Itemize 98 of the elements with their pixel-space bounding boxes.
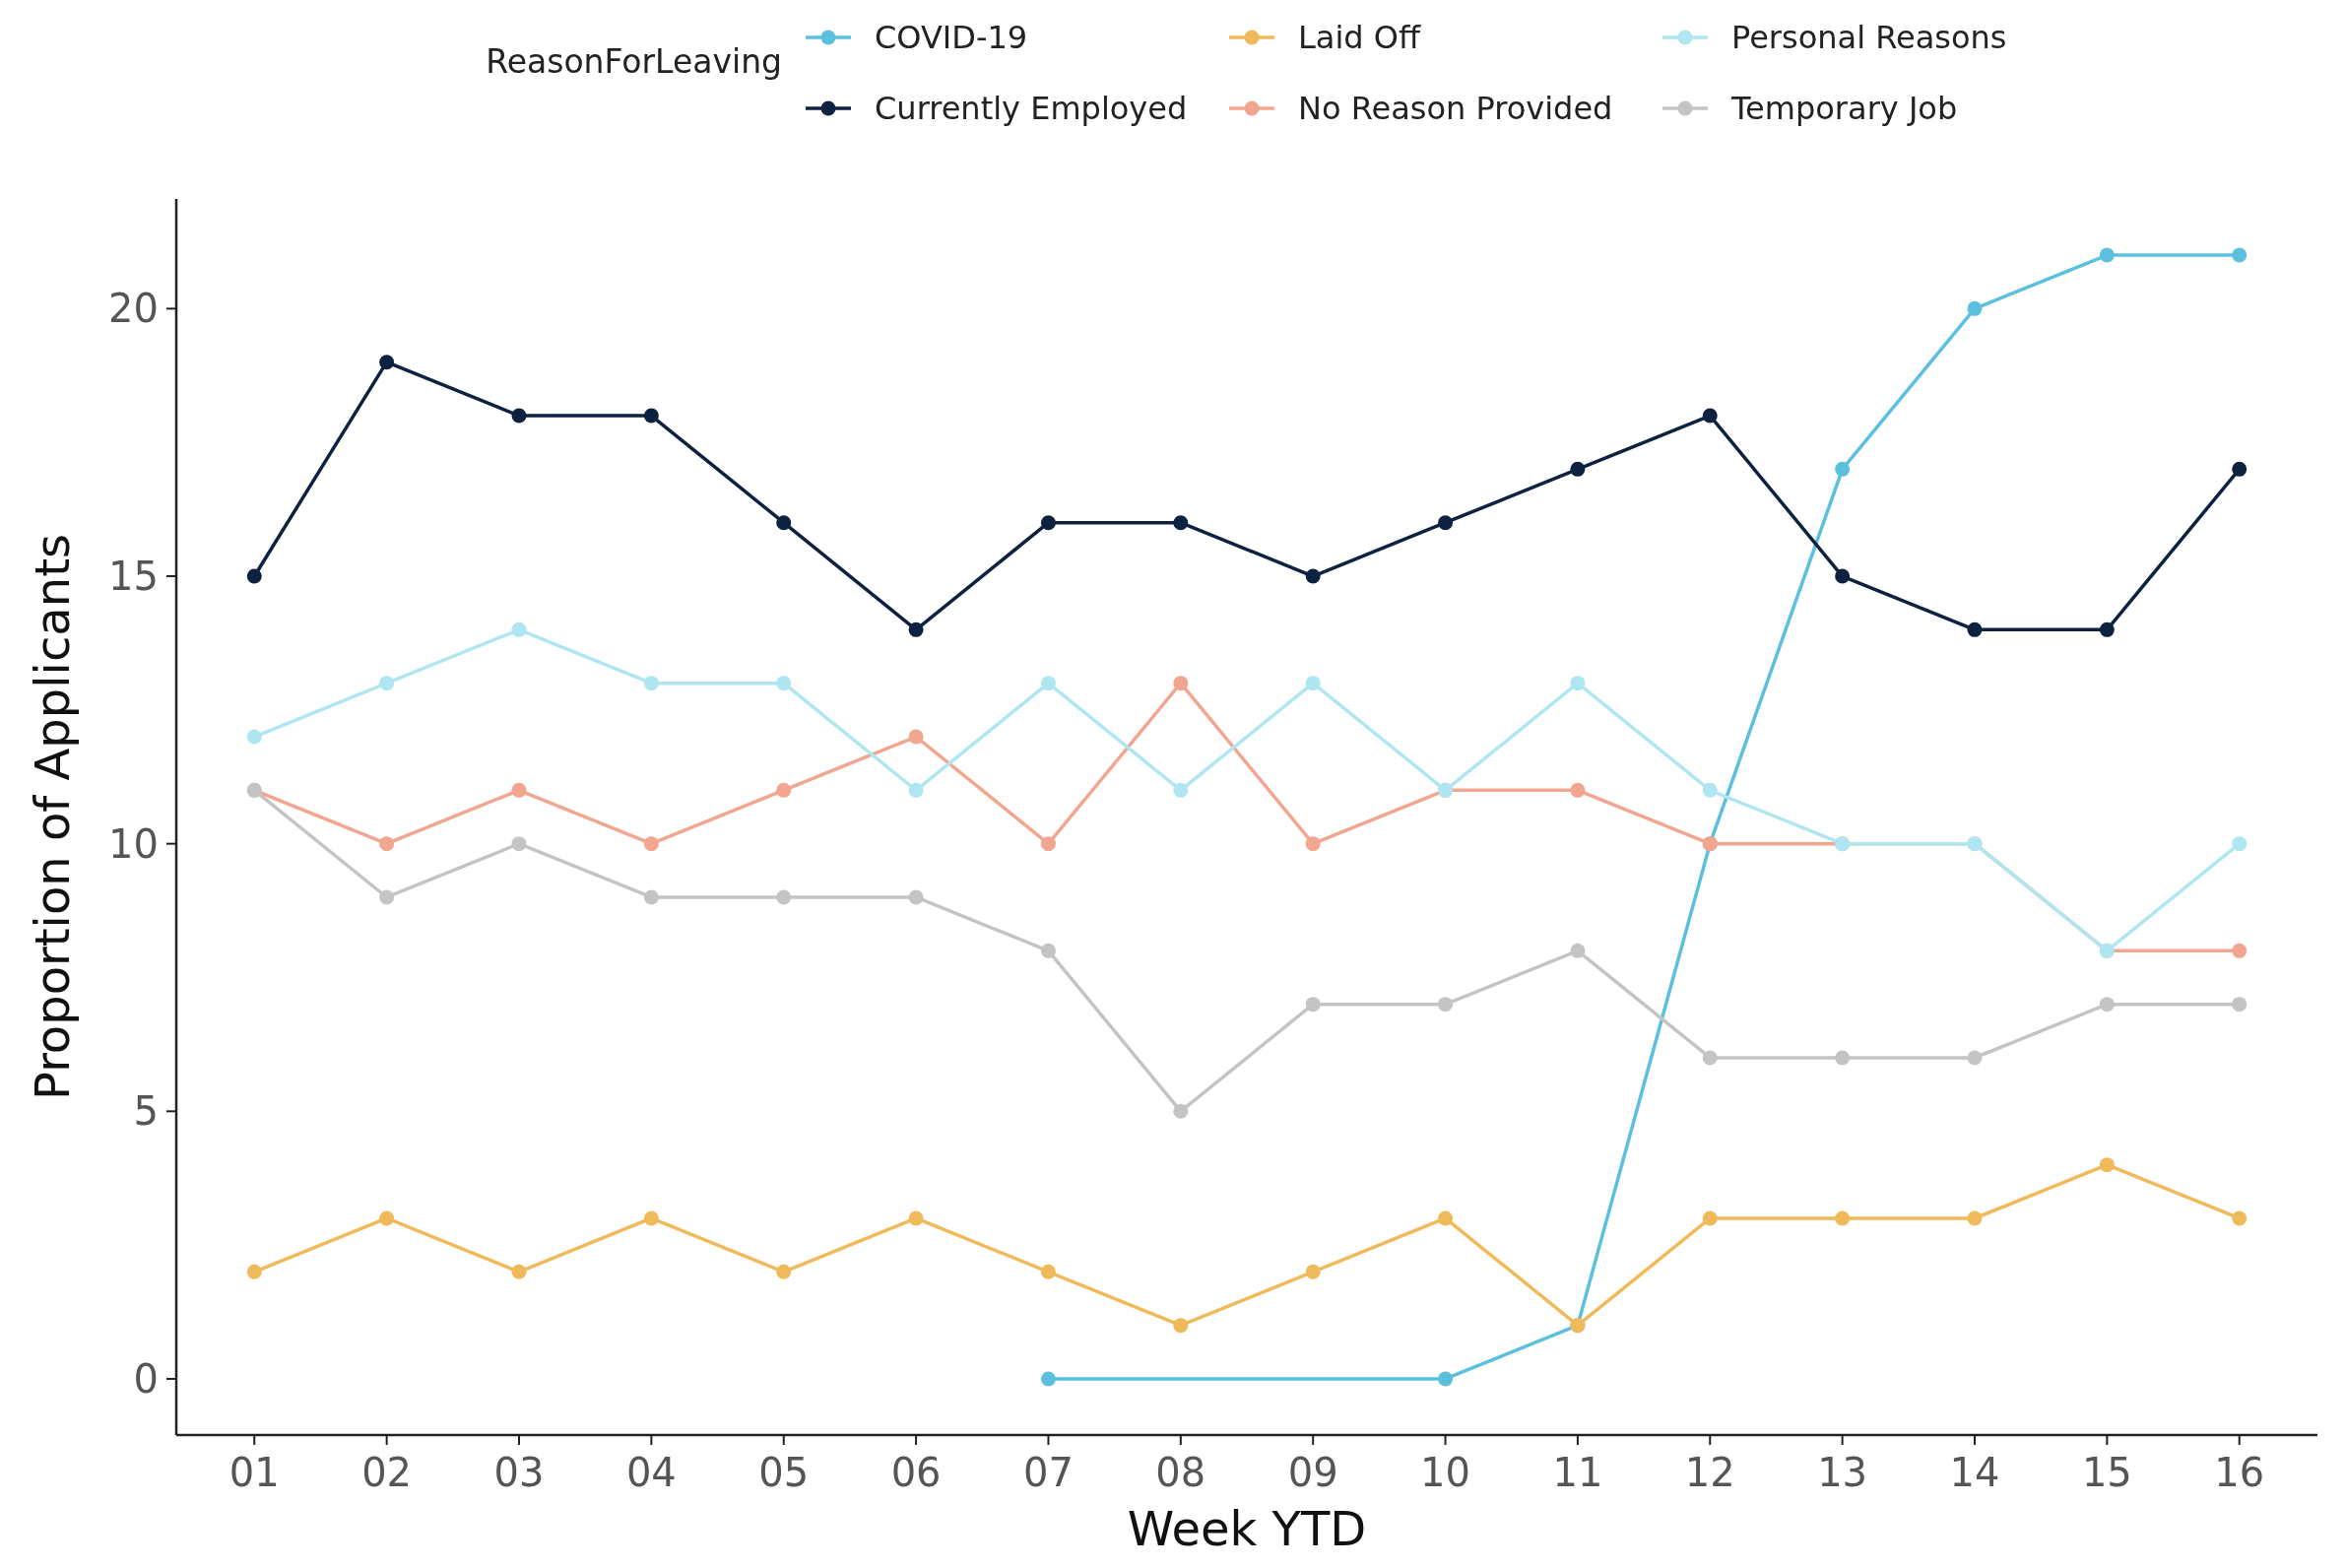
point: [2232, 1210, 2247, 1226]
point: [2232, 836, 2247, 852]
point: [246, 729, 262, 745]
y-tick-label: 5: [133, 1088, 159, 1135]
point: [379, 1210, 395, 1226]
x-tick-label: 06: [890, 1450, 942, 1495]
x-tick-label: 10: [1420, 1450, 1470, 1495]
point: [379, 836, 395, 852]
point: [246, 568, 262, 584]
legend-label: Laid Off: [1298, 19, 1421, 56]
point: [2232, 997, 2247, 1013]
point: [1173, 1103, 1189, 1119]
point: [908, 782, 924, 798]
point: [908, 889, 924, 905]
point: [246, 1264, 262, 1279]
point: [1702, 1210, 1718, 1226]
point: [1967, 1050, 1983, 1066]
point: [643, 836, 659, 852]
y-tick-label: 10: [108, 820, 159, 867]
y-axis-title: Proportion of Applicants: [25, 534, 80, 1100]
legend-label: Temporary Job: [1730, 90, 1958, 127]
point: [1040, 1264, 1056, 1279]
point: [776, 515, 792, 531]
point: [1835, 568, 1851, 584]
point: [1702, 408, 1718, 424]
point: [908, 1210, 924, 1226]
point: [776, 676, 792, 691]
x-tick-label: 13: [1817, 1450, 1868, 1495]
point: [1040, 836, 1056, 852]
point: [1305, 1264, 1321, 1279]
legend-label: No Reason Provided: [1298, 90, 1613, 127]
point: [511, 836, 527, 852]
point: [1305, 997, 1321, 1013]
point: [1173, 515, 1189, 531]
point: [1835, 1210, 1851, 1226]
point: [908, 729, 924, 745]
x-tick-label: 15: [2081, 1450, 2132, 1495]
point: [511, 1264, 527, 1279]
point: [1702, 782, 1718, 798]
legend-label: COVID-19: [875, 19, 1028, 56]
x-tick-label: 11: [1552, 1450, 1603, 1495]
x-tick-label: 07: [1023, 1450, 1074, 1495]
point: [776, 889, 792, 905]
point: [1570, 461, 1586, 477]
point: [908, 621, 924, 637]
point: [643, 408, 659, 424]
point: [1173, 782, 1189, 798]
point: [776, 1264, 792, 1279]
x-tick-label: 02: [361, 1450, 413, 1495]
point: [2232, 943, 2247, 958]
point: [776, 782, 792, 798]
x-tick-label: 03: [493, 1450, 545, 1495]
x-tick-label: 05: [758, 1450, 810, 1495]
y-tick-label: 0: [133, 1355, 159, 1402]
point: [643, 676, 659, 691]
point: [1305, 568, 1321, 584]
y-tick-label: 15: [108, 554, 159, 600]
point: [2099, 1157, 2115, 1173]
point: [1702, 1050, 1718, 1066]
x-tick-label: 12: [1684, 1450, 1735, 1495]
point: [379, 355, 395, 370]
point: [1570, 943, 1586, 958]
legend-title: ReasonForLeaving: [486, 42, 782, 81]
point: [511, 408, 527, 424]
point: [1173, 676, 1189, 691]
x-tick-label: 01: [228, 1450, 280, 1495]
x-tick-label: 14: [1949, 1450, 2000, 1495]
legend-label: Currently Employed: [875, 90, 1188, 127]
point: [643, 889, 659, 905]
point: [1040, 676, 1056, 691]
point: [1438, 515, 1454, 531]
point: [1438, 1210, 1454, 1226]
point: [2232, 461, 2247, 477]
point: [1570, 782, 1586, 798]
point: [379, 676, 395, 691]
point: [1967, 621, 1983, 637]
point: [1835, 1050, 1851, 1066]
x-tick-label: 04: [625, 1450, 677, 1495]
legend-label: Personal Reasons: [1731, 19, 2007, 56]
point: [1305, 676, 1321, 691]
point: [2099, 621, 2115, 637]
point: [1967, 1210, 1983, 1226]
x-tick-label: 08: [1155, 1450, 1206, 1495]
point: [511, 782, 527, 798]
point: [1173, 1318, 1189, 1334]
point: [379, 889, 395, 905]
x-tick-label: 16: [2214, 1450, 2265, 1495]
point: [1040, 943, 1056, 958]
point: [643, 1210, 659, 1226]
x-axis-title: Week YTD: [1127, 1501, 1367, 1556]
point: [511, 621, 527, 637]
point: [1570, 676, 1586, 691]
x-tick-label: 09: [1287, 1450, 1338, 1495]
y-tick-label: 20: [108, 286, 159, 332]
point: [1040, 515, 1056, 531]
point: [1305, 836, 1321, 852]
point: [1438, 997, 1454, 1013]
point: [2099, 997, 2115, 1013]
